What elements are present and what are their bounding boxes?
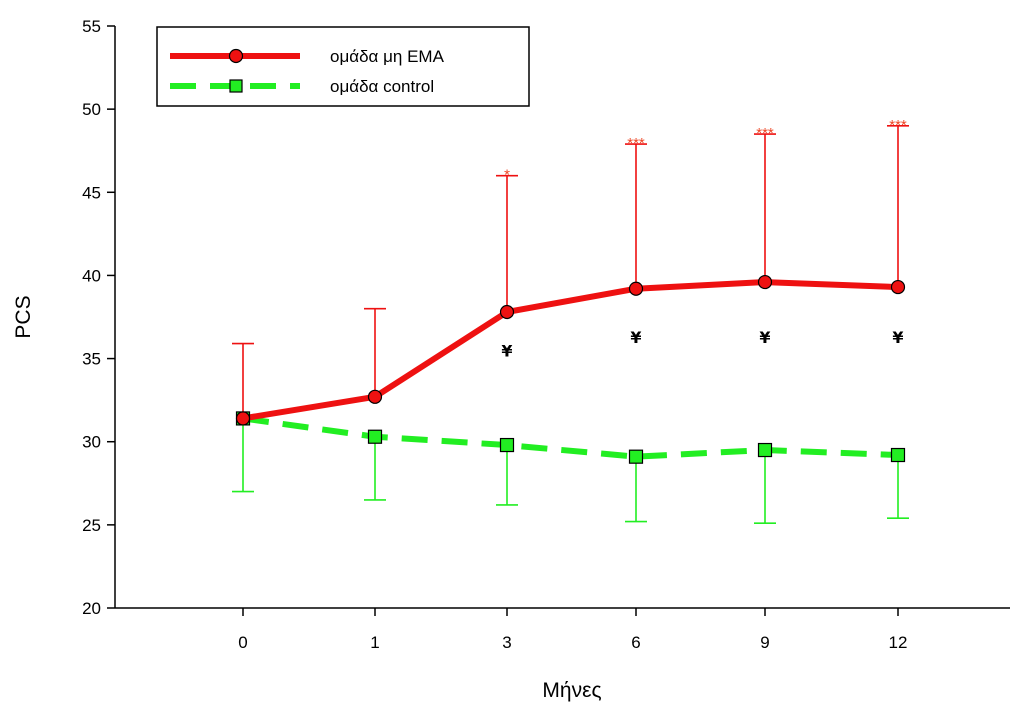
y-tick-label-5: 45 (82, 183, 101, 202)
annotation-5: ¥ (630, 328, 641, 347)
marker-0-1 (367, 389, 383, 404)
legend-swatch-marker-0 (228, 48, 244, 64)
y-tick-label-1: 25 (82, 516, 101, 535)
y-axis-title: PCS (12, 295, 35, 338)
legend-swatch-marker-1 (229, 79, 243, 93)
annotation-7: ¥ (892, 328, 903, 347)
series-line-1 (242, 415, 899, 460)
marker-0-4 (757, 274, 773, 290)
marker-0-2 (499, 304, 515, 320)
y-tick-label-4: 40 (82, 266, 101, 285)
y-tick-label-2: 30 (82, 433, 101, 452)
x-tick-label-4: 9 (760, 633, 769, 652)
marker-0-5 (890, 279, 906, 295)
marker-1-4 (757, 442, 773, 458)
marker-1-3 (628, 449, 644, 464)
y-tick-label-3: 35 (82, 350, 101, 369)
y-tick-label-6: 50 (82, 100, 101, 119)
legend-label-0: ομάδα μη ΕΜΑ (330, 47, 445, 66)
annotations: ******* ***¥¥ ¥ ¥ (501, 117, 906, 360)
legend-label-1: ομάδα control (330, 77, 434, 96)
error-bars (232, 124, 909, 524)
series-line-0 (242, 279, 899, 422)
x-axis-title: Μήνες (542, 679, 601, 702)
legend-box (156, 26, 530, 107)
x-tick-label-1: 1 (370, 633, 379, 652)
legend: ομάδα μη ΕΜΑ ομάδα control (156, 26, 530, 107)
marker-1-5 (890, 447, 906, 463)
annotation-0: * (504, 167, 510, 184)
marker-0-3 (628, 281, 644, 296)
x-tick-label-5: 12 (889, 633, 908, 652)
marker-0-0 (235, 411, 251, 426)
x-tick-label-3: 6 (631, 633, 640, 652)
marker-1-1 (367, 429, 383, 444)
y-tick-label-7: 55 (82, 17, 101, 36)
y-tick-label-0: 20 (82, 599, 101, 618)
annotation-1: *** (627, 135, 645, 152)
series-lines (242, 279, 899, 460)
annotation-2: *** (756, 125, 774, 142)
series-markers (235, 274, 906, 464)
axes: 20 25 30 35 40 45 50 55 0 1 3 6 9 12 (82, 17, 1010, 652)
x-tick-label-2: 3 (502, 633, 511, 652)
x-tick-label-0: 0 (238, 633, 247, 652)
marker-1-2 (499, 437, 515, 453)
annotation-3: *** (889, 117, 907, 134)
annotation-6: ¥ (759, 328, 770, 347)
annotation-4: ¥ (501, 341, 512, 360)
